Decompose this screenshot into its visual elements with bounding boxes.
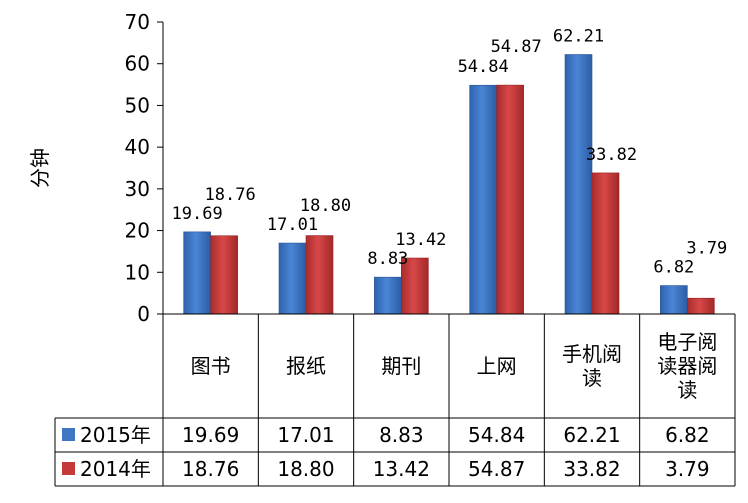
bar-s2015-0 [183, 231, 211, 315]
data-label-s2014-3: 54.87 [491, 37, 542, 57]
y-tick-label: 30 [125, 177, 150, 201]
y-tick-label: 20 [125, 219, 150, 243]
data-label-s2014-0: 18.76 [205, 185, 256, 205]
table-cell-s2014-0: 18.76 [182, 457, 239, 481]
category-label-0: 图书 [191, 354, 231, 378]
bar-s2015-5 [660, 285, 688, 315]
bar-s2014-1 [305, 235, 334, 315]
data-label-s2015-5: 6.82 [653, 258, 694, 278]
category-label-1: 报纸 [286, 354, 326, 378]
category-label-5: 电子阅读器阅读 [657, 330, 717, 402]
table-cell-s2015-5: 6.82 [665, 423, 710, 447]
label-layer: 19.69 17.01 8.83 54.84 62.21 6.82 18.76 18.80 13… [172, 26, 728, 277]
bar-s2014-4 [591, 172, 620, 315]
category-label-3: 上网 [477, 354, 517, 378]
y-tick-label: 60 [125, 52, 150, 76]
table-cell-s2015-3: 54.84 [468, 423, 525, 447]
data-label-s2015-3: 54.84 [458, 57, 509, 77]
data-label-s2015-0: 19.69 [172, 204, 223, 224]
legend-label-s2015: 2015年 [80, 423, 151, 447]
table-cell-s2015-2: 8.83 [379, 423, 424, 447]
table-cell-s2015-4: 62.21 [563, 423, 620, 447]
bar-s2015-4 [564, 54, 593, 315]
category-label-2: 期刊 [381, 354, 421, 378]
bar-s2014-0 [210, 235, 238, 315]
legend-label-s2014: 2014年 [80, 457, 151, 481]
table-cell-s2015-0: 19.69 [182, 423, 239, 447]
y-tick-label: 40 [125, 135, 150, 159]
y-axis-title: 分钟 [28, 148, 52, 188]
axis-layer: 0 10 20 30 40 50 60 70 分钟 [28, 10, 164, 326]
bar-s2015-2 [374, 276, 402, 315]
data-label-s2015-1: 17.01 [267, 215, 318, 235]
table-cell-s2014-1: 18.80 [277, 457, 334, 481]
y-tick-label: 0 [137, 302, 150, 326]
bar-s2014-3 [496, 84, 524, 315]
table-cell-s2015-1: 17.01 [277, 423, 334, 447]
legend-key-s2014 [62, 462, 75, 475]
bar-s2014-5 [687, 297, 715, 315]
bar-layer [183, 54, 715, 315]
y-tick-label: 70 [125, 10, 150, 34]
data-label-s2014-5: 3.79 [686, 239, 727, 259]
table-cell-s2014-5: 3.79 [665, 457, 710, 481]
bar-s2015-1 [278, 242, 307, 315]
y-tick-label: 50 [125, 93, 150, 117]
bar-s2014-2 [401, 257, 429, 315]
y-tick-label: 10 [125, 260, 150, 284]
table-cell-s2014-4: 33.82 [563, 457, 620, 481]
data-label-s2014-4: 33.82 [586, 145, 637, 165]
table-cell-s2014-2: 13.42 [373, 457, 430, 481]
table-cell-s2014-3: 54.87 [468, 457, 525, 481]
data-label-s2015-2: 8.83 [367, 249, 408, 269]
bar-s2015-3 [469, 84, 497, 315]
legend-key-s2015 [62, 428, 75, 441]
data-label-s2014-2: 13.42 [395, 230, 446, 250]
data-label-s2014-1: 18.80 [300, 196, 351, 216]
category-label-4: 手机阅读 [562, 342, 622, 390]
data-label-s2015-4: 62.21 [553, 26, 604, 46]
